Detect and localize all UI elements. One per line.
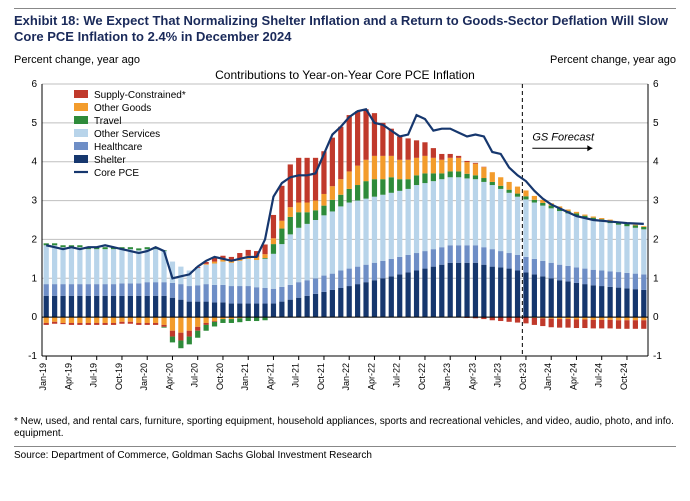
svg-text:Healthcare: Healthcare bbox=[94, 142, 143, 153]
svg-text:Apr-20: Apr-20 bbox=[164, 363, 174, 390]
svg-text:Jan-22: Jan-22 bbox=[341, 363, 351, 391]
svg-text:-1: -1 bbox=[28, 351, 37, 362]
exhibit-container: Exhibit 18: We Expect That Normalizing S… bbox=[0, 0, 690, 501]
svg-text:Other Goods: Other Goods bbox=[94, 103, 151, 114]
svg-text:Shelter: Shelter bbox=[94, 155, 126, 166]
svg-text:Other Services: Other Services bbox=[94, 129, 160, 140]
rule-bottom bbox=[14, 446, 676, 447]
svg-text:-1: -1 bbox=[653, 351, 662, 362]
svg-text:1: 1 bbox=[31, 273, 37, 284]
svg-text:Travel: Travel bbox=[94, 116, 121, 127]
svg-text:3: 3 bbox=[31, 195, 37, 206]
svg-text:Oct-21: Oct-21 bbox=[316, 363, 326, 390]
svg-text:Apr-19: Apr-19 bbox=[63, 363, 73, 390]
y-axis-label-right: Percent change, year ago bbox=[550, 54, 676, 66]
source-line: Source: Department of Commerce, Goldman … bbox=[14, 450, 676, 461]
svg-text:5: 5 bbox=[653, 117, 659, 128]
svg-text:Apr-23: Apr-23 bbox=[467, 363, 477, 390]
svg-text:Apr-24: Apr-24 bbox=[568, 363, 578, 390]
svg-text:Jul-23: Jul-23 bbox=[493, 363, 503, 388]
svg-text:Oct-22: Oct-22 bbox=[417, 363, 427, 390]
svg-text:Jan-24: Jan-24 bbox=[543, 363, 553, 391]
svg-text:Jul-20: Jul-20 bbox=[190, 363, 200, 388]
svg-text:1: 1 bbox=[653, 273, 659, 284]
svg-text:Supply-Constrained*: Supply-Constrained* bbox=[94, 90, 186, 101]
svg-text:Jul-24: Jul-24 bbox=[594, 363, 604, 388]
exhibit-title: Exhibit 18: We Expect That Normalizing S… bbox=[14, 13, 676, 46]
svg-text:Jan-23: Jan-23 bbox=[442, 363, 452, 391]
svg-text:4: 4 bbox=[31, 156, 37, 167]
svg-text:Jul-19: Jul-19 bbox=[89, 363, 99, 388]
svg-text:2: 2 bbox=[653, 234, 659, 245]
svg-text:2: 2 bbox=[31, 234, 37, 245]
chart-title: Contributions to Year-on-Year Core PCE I… bbox=[14, 68, 676, 82]
chart-svg: -1-100112233445566GS ForecastJan-19Apr-1… bbox=[14, 54, 676, 414]
svg-text:0: 0 bbox=[653, 312, 659, 323]
svg-text:Apr-21: Apr-21 bbox=[265, 363, 275, 390]
svg-text:0: 0 bbox=[31, 312, 37, 323]
svg-text:5: 5 bbox=[31, 117, 37, 128]
svg-text:Oct-19: Oct-19 bbox=[114, 363, 124, 390]
rule-top bbox=[14, 8, 676, 9]
svg-text:Jan-19: Jan-19 bbox=[38, 363, 48, 391]
svg-text:Oct-23: Oct-23 bbox=[518, 363, 528, 390]
svg-text:Jan-21: Jan-21 bbox=[240, 363, 250, 391]
y-axis-label-left: Percent change, year ago bbox=[14, 54, 140, 66]
svg-text:Oct-24: Oct-24 bbox=[619, 363, 629, 390]
svg-text:Jan-20: Jan-20 bbox=[139, 363, 149, 391]
svg-text:4: 4 bbox=[653, 156, 659, 167]
footnote: * New, used, and rental cars, furniture,… bbox=[14, 416, 676, 440]
svg-text:Oct-20: Oct-20 bbox=[215, 363, 225, 390]
svg-text:GS Forecast: GS Forecast bbox=[532, 131, 595, 143]
svg-text:3: 3 bbox=[653, 195, 659, 206]
svg-text:Apr-22: Apr-22 bbox=[366, 363, 376, 390]
svg-text:Core PCE: Core PCE bbox=[94, 168, 139, 179]
svg-text:Jul-22: Jul-22 bbox=[392, 363, 402, 388]
svg-text:Jul-21: Jul-21 bbox=[291, 363, 301, 388]
chart-area: Percent change, year ago Percent change,… bbox=[14, 54, 676, 414]
